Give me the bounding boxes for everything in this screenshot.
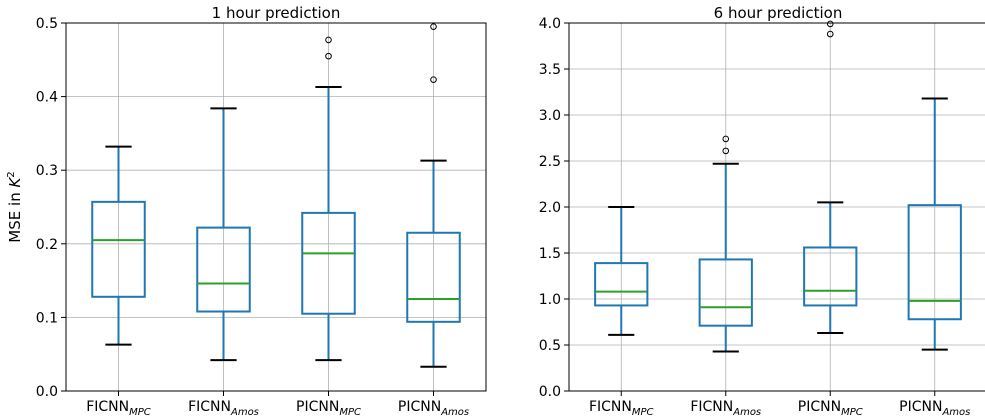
outlier-point-p1-c2-0 xyxy=(826,30,834,38)
x-tick-label-1-1: FICNNAmos xyxy=(690,399,761,416)
y-tick-label-1-5: 2.5 xyxy=(539,154,561,170)
outlier-point-p1-c1-1 xyxy=(722,135,730,143)
x-tick-label-1-2: PICNNMPC xyxy=(798,399,863,416)
y-tick-label-1-3: 1.5 xyxy=(539,246,561,262)
outlier-point-p0-c3-1 xyxy=(430,23,437,30)
y-tick-label-0-2: 0.2 xyxy=(36,237,58,253)
chart-title-0: 1 hour prediction xyxy=(212,4,341,22)
box-p0-c1 xyxy=(196,226,251,313)
y-axis-label: MSE in K2 xyxy=(6,171,24,242)
outlier-point-p0-c3-0 xyxy=(430,76,437,83)
y-tick-label-1-1: 0.5 xyxy=(539,338,561,354)
box-p0-c2 xyxy=(301,211,356,315)
x-tick-label-1-0: FICNNMPC xyxy=(589,399,654,416)
x-tick-label-0-0: FICNNMPC xyxy=(86,399,151,416)
outlier-point-p1-c2-1 xyxy=(826,20,834,28)
y-tick-label-1-7: 3.5 xyxy=(539,62,561,78)
x-tick-label-0-3: PICNNAmos xyxy=(398,399,469,416)
box-p0-c3 xyxy=(406,231,461,323)
x-tick-label-0-1: FICNNAmos xyxy=(188,399,259,416)
y-tick-label-0-4: 0.4 xyxy=(36,90,58,106)
y-tick-label-1-4: 2.0 xyxy=(539,200,561,216)
y-tick-label-0-1: 0.1 xyxy=(36,310,58,326)
y-tick-label-1-8: 4.0 xyxy=(539,16,561,32)
y-tick-label-0-0: 0.0 xyxy=(36,384,58,400)
outlier-point-p0-c2-1 xyxy=(325,36,332,44)
x-tick-label-0-2: PICNNMPC xyxy=(296,399,361,416)
box-p0-c0 xyxy=(91,200,146,298)
x-tick-label-1-3: PICNNAmos xyxy=(899,399,970,416)
plot-frame-0 xyxy=(65,22,487,392)
outlier-point-p1-c1-0 xyxy=(722,147,730,155)
y-tick-label-1-6: 3.0 xyxy=(539,108,561,124)
box-p1-c1 xyxy=(698,258,753,327)
y-tick-label-0-3: 0.3 xyxy=(36,163,58,179)
y-tick-label-1-0: 0.0 xyxy=(539,384,561,400)
y-tick-label-1-2: 1.0 xyxy=(539,292,561,308)
outlier-point-p0-c2-0 xyxy=(325,52,332,60)
chart-title-1: 6 hour prediction xyxy=(714,4,843,22)
box-p1-c3 xyxy=(907,204,962,321)
y-tick-label-0-5: 0.5 xyxy=(36,16,58,32)
box-p1-c2 xyxy=(803,246,858,307)
box-p1-c0 xyxy=(594,262,649,307)
